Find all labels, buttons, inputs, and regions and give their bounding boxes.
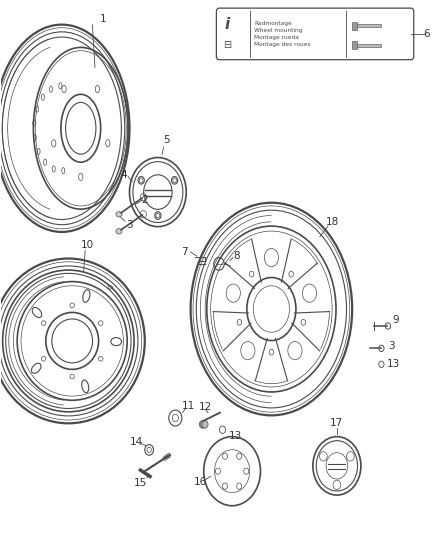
- Text: 11: 11: [182, 401, 195, 411]
- Text: 16: 16: [194, 477, 208, 487]
- Text: 3: 3: [388, 341, 395, 351]
- Text: 7: 7: [181, 247, 187, 257]
- Text: 1: 1: [100, 14, 106, 25]
- Text: Radmontage
Wheel mounting
Montage rueda
Montage des roues: Radmontage Wheel mounting Montage rueda …: [254, 21, 311, 47]
- Text: 2: 2: [141, 195, 148, 205]
- Text: 17: 17: [330, 418, 343, 429]
- Text: 15: 15: [134, 478, 147, 488]
- Bar: [352, 21, 357, 30]
- Ellipse shape: [116, 229, 122, 234]
- Text: ⊟: ⊟: [223, 40, 231, 50]
- Circle shape: [202, 421, 208, 428]
- Text: 13: 13: [387, 359, 400, 369]
- Text: 6: 6: [423, 29, 430, 39]
- Circle shape: [201, 421, 207, 428]
- Text: 8: 8: [233, 251, 240, 261]
- Text: 5: 5: [163, 135, 170, 145]
- Text: 3: 3: [126, 220, 133, 230]
- Text: i: i: [224, 18, 230, 33]
- Text: 14: 14: [129, 437, 143, 447]
- Text: 4: 4: [120, 170, 127, 180]
- Text: 13: 13: [229, 431, 242, 441]
- Circle shape: [199, 421, 205, 428]
- Bar: [352, 41, 357, 50]
- Bar: [357, 24, 381, 27]
- Text: 9: 9: [392, 314, 399, 325]
- Bar: [357, 44, 381, 47]
- Text: 10: 10: [81, 240, 94, 250]
- Ellipse shape: [116, 212, 122, 217]
- Text: 18: 18: [325, 217, 339, 227]
- Text: 12: 12: [199, 402, 212, 413]
